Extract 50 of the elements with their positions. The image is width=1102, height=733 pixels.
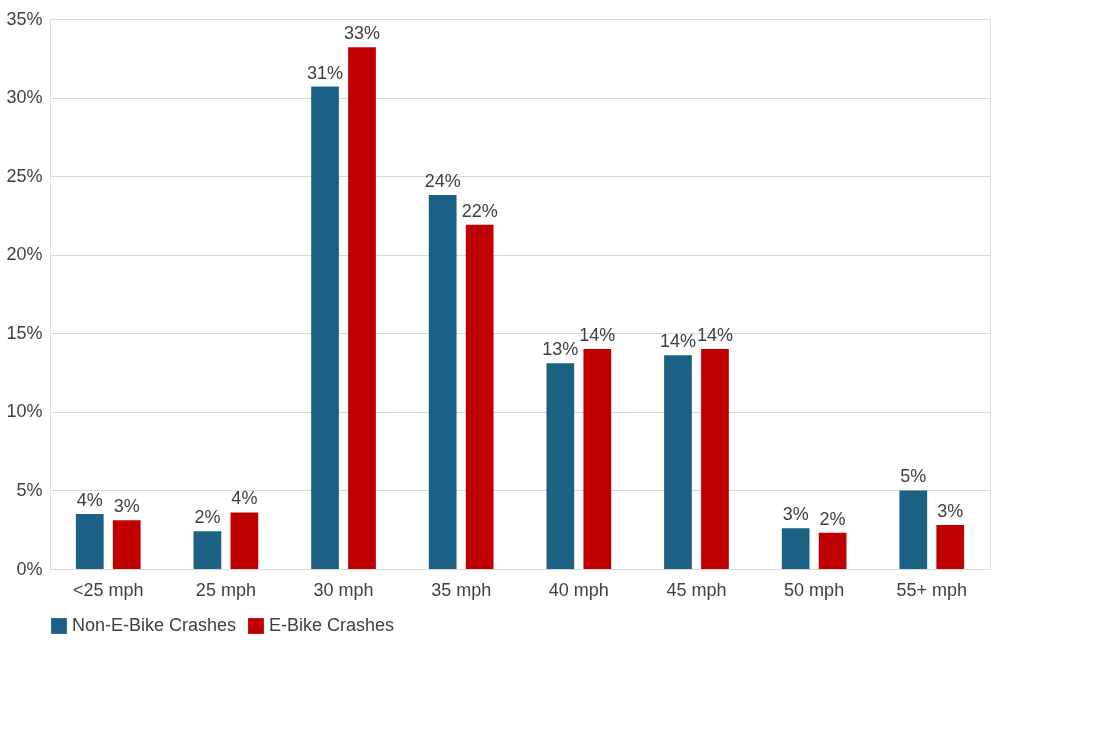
y-tick-label: 0%: [16, 558, 43, 579]
y-tick-label: 15%: [6, 322, 43, 343]
x-tick-label: 40 mph: [548, 579, 609, 600]
data-label: 13%: [542, 339, 579, 360]
data-label: 14%: [696, 325, 733, 345]
data-label: 22%: [461, 200, 498, 221]
data-label: 33%: [344, 23, 381, 44]
data-label: 14%: [659, 331, 696, 352]
data-label: 2%: [819, 508, 846, 529]
data-label: 3%: [937, 501, 964, 521]
data-label: 5%: [900, 466, 927, 487]
bar: [112, 520, 141, 569]
data-label: 4%: [231, 488, 258, 509]
x-tick-label: 50 mph: [784, 579, 845, 600]
bar: [428, 195, 457, 569]
bar: [583, 349, 612, 569]
data-label: 14%: [579, 325, 616, 345]
x-tick-label: <25 mph: [72, 579, 144, 600]
data-label: 2%: [194, 507, 221, 528]
y-tick-label: 5%: [16, 479, 43, 500]
bar: [193, 531, 222, 569]
legend-label: Non-E-Bike Crashes: [72, 615, 237, 635]
bar: [465, 224, 494, 569]
bar: [546, 363, 575, 569]
y-tick-label: 30%: [6, 87, 43, 108]
data-label: 4%: [76, 490, 103, 510]
y-tick-label: 35%: [6, 8, 43, 29]
x-tick-label: 25 mph: [195, 579, 256, 600]
x-tick-label: 35 mph: [431, 579, 492, 600]
x-tick-label: 30 mph: [313, 579, 374, 600]
y-tick-label: 20%: [6, 244, 43, 265]
bar: [664, 355, 692, 569]
data-label: 3%: [782, 504, 809, 525]
data-label: 24%: [424, 171, 461, 191]
bar: [936, 525, 965, 569]
bar: [818, 532, 847, 569]
bar: [348, 47, 376, 569]
bar: [75, 514, 104, 569]
bar: [701, 349, 729, 569]
x-tick-label: 45 mph: [666, 579, 727, 600]
x-tick-label: 55+ mph: [896, 579, 968, 600]
y-tick-label: 10%: [6, 401, 43, 422]
bar: [311, 86, 339, 569]
bar: [899, 490, 928, 569]
data-label: 31%: [307, 62, 344, 83]
y-tick-label: 25%: [6, 165, 43, 186]
data-label: 3%: [113, 496, 140, 517]
bar: [781, 528, 810, 569]
bar: [230, 512, 259, 569]
legend-label: E-Bike Crashes: [269, 615, 395, 635]
